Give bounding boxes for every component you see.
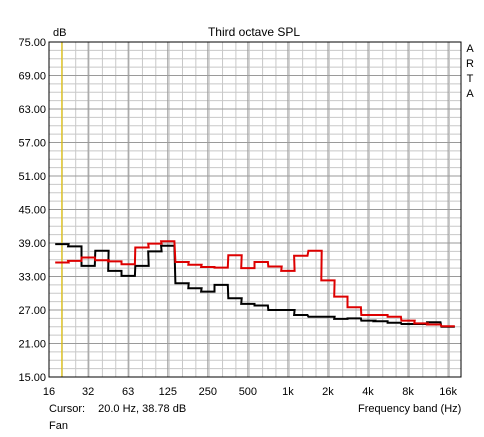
y-tick-label: 33.00 [18, 272, 46, 284]
side-letter: R [466, 58, 474, 70]
arta-side-label: A R T A [465, 42, 475, 102]
grid [48, 41, 461, 378]
x-tick-label: 250 [199, 386, 217, 398]
y-tick-label: 39.00 [18, 238, 46, 250]
series-line [55, 243, 455, 328]
side-letter: A [466, 88, 474, 100]
plot-frame [48, 41, 462, 378]
y-axis-ticks: 75.00 69.00 63.00 57.00 51.00 45.00 39.00 33.00… [18, 37, 46, 384]
x-tick-label: 125 [159, 386, 177, 398]
x-tick-label: 32 [82, 386, 94, 398]
y-tick-label: 51.00 [18, 171, 46, 183]
x-axis-label: Frequency band (Hz) [358, 403, 462, 415]
y-tick-label: 75.00 [18, 37, 46, 49]
cursor-readout: Cursor: 20.0 Hz, 38.78 dB [49, 403, 186, 415]
series-line [55, 240, 455, 328]
side-letter: A [466, 43, 474, 55]
y-tick-label: 63.00 [18, 104, 46, 116]
x-tick-label: 16 [43, 386, 55, 398]
cursor-value: 20.0 Hz, 38.78 dB [98, 403, 187, 415]
y-tick-label: 15.00 [18, 372, 46, 384]
y-tick-label: 57.00 [18, 138, 46, 150]
x-tick-label: 63 [122, 386, 134, 398]
chart-title: Third octave SPL [208, 25, 300, 39]
series-layer [55, 240, 455, 328]
x-axis-ticks: 16 32 63 125 250 500 1k 2k 4k 8k 16k [43, 386, 458, 398]
x-tick-label: 500 [239, 386, 257, 398]
x-tick-label: 1k [282, 386, 294, 398]
y-tick-label: 27.00 [18, 305, 46, 317]
y-axis-label: dB [53, 27, 66, 39]
x-tick-label: 16k [439, 386, 457, 398]
side-letter: T [466, 73, 474, 85]
x-tick-label: 2k [322, 386, 334, 398]
x-tick-label: 4k [362, 386, 374, 398]
y-tick-label: 21.00 [18, 339, 46, 351]
cursor-label: Cursor: [49, 403, 86, 415]
x-tick-label: 8k [402, 386, 414, 398]
footer-label: Fan [49, 420, 68, 432]
y-tick-label: 45.00 [18, 205, 46, 217]
y-tick-label: 69.00 [18, 71, 46, 83]
